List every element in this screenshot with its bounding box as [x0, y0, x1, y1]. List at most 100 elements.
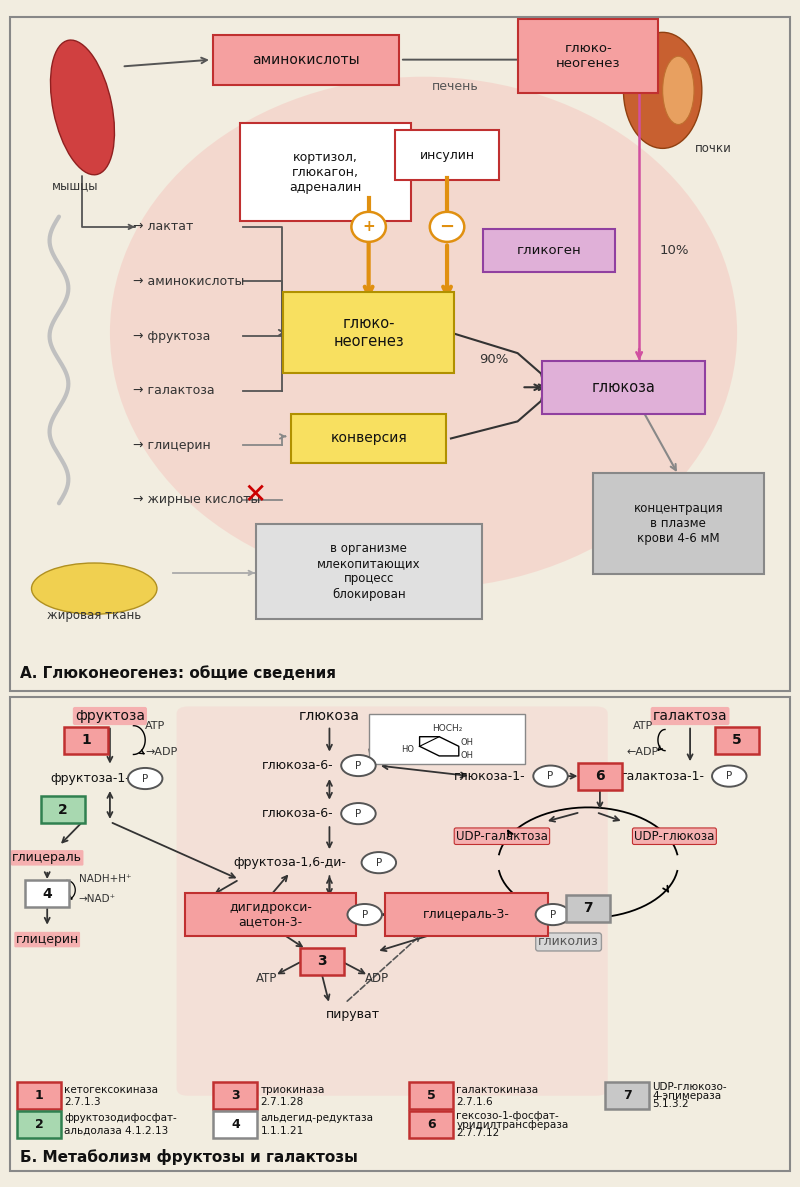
Circle shape: [351, 211, 386, 242]
Text: 4: 4: [231, 1118, 240, 1131]
Text: UDP-глюкозо-: UDP-глюкозо-: [653, 1083, 727, 1092]
Text: 2.7.1.28: 2.7.1.28: [261, 1097, 304, 1107]
Text: 2.7.1.3: 2.7.1.3: [65, 1097, 101, 1107]
Text: 2: 2: [58, 802, 68, 817]
Text: печень: печень: [431, 81, 478, 94]
FancyBboxPatch shape: [410, 1111, 454, 1138]
Text: HOCH₂: HOCH₂: [432, 724, 462, 732]
Text: → лактат: → лактат: [134, 221, 194, 234]
Text: галактокиназа: галактокиназа: [457, 1085, 538, 1094]
Text: P: P: [550, 909, 556, 920]
Text: UDP-глюкоза: UDP-глюкоза: [634, 830, 714, 843]
Circle shape: [430, 211, 464, 242]
FancyBboxPatch shape: [65, 726, 108, 754]
Ellipse shape: [31, 563, 157, 614]
Text: в организме
млекопитающих
процесс
блокирован: в организме млекопитающих процесс блокир…: [317, 542, 421, 601]
Text: →ADP: →ADP: [146, 747, 178, 757]
Text: аминокислоты: аминокислоты: [252, 52, 360, 66]
FancyBboxPatch shape: [385, 893, 548, 937]
Circle shape: [128, 768, 162, 789]
Text: 4: 4: [42, 887, 52, 901]
Text: NADH+H⁺: NADH+H⁺: [78, 875, 131, 884]
Text: ←ADP: ←ADP: [627, 747, 659, 757]
Circle shape: [362, 852, 396, 874]
Text: глюкоза-6-: глюкоза-6-: [262, 807, 334, 820]
Circle shape: [347, 904, 382, 925]
Text: 3: 3: [231, 1090, 240, 1103]
Text: HO: HO: [402, 745, 414, 754]
Text: → галактоза: → галактоза: [134, 385, 215, 398]
Text: 4-эпимераза: 4-эпимераза: [653, 1091, 722, 1100]
Text: галактоза-1-: галактоза-1-: [621, 769, 705, 782]
Text: −: −: [439, 218, 454, 236]
Ellipse shape: [50, 40, 114, 174]
Text: гликолиз: гликолиз: [538, 935, 599, 948]
Text: → аминокислоты: → аминокислоты: [134, 275, 245, 288]
Text: альдегид-редуктаза: альдегид-редуктаза: [261, 1113, 374, 1123]
Text: триокиназа: триокиназа: [261, 1085, 325, 1094]
Text: галактоза: галактоза: [653, 709, 727, 723]
Circle shape: [534, 766, 568, 787]
Text: кетогексокиназа: кетогексокиназа: [65, 1085, 158, 1094]
Text: дигидрокси-
ацетон-3-: дигидрокси- ацетон-3-: [230, 901, 312, 928]
Text: 2: 2: [35, 1118, 44, 1131]
Text: уридилтрансфераза: уридилтрансфераза: [457, 1119, 569, 1130]
FancyBboxPatch shape: [214, 1083, 258, 1110]
Text: OH: OH: [460, 751, 473, 761]
Text: 3: 3: [317, 954, 326, 969]
FancyBboxPatch shape: [185, 893, 356, 937]
Text: → глицерин: → глицерин: [134, 439, 211, 452]
Text: 2.7.7.12: 2.7.7.12: [457, 1129, 500, 1138]
Text: → жирные кислоты: → жирные кислоты: [134, 494, 261, 507]
Text: ATP: ATP: [633, 721, 653, 731]
Text: глицераль-3-: глицераль-3-: [423, 908, 510, 921]
FancyBboxPatch shape: [300, 947, 343, 975]
Text: 6: 6: [427, 1118, 436, 1131]
Text: глюкоза-6-: глюкоза-6-: [262, 758, 334, 772]
FancyBboxPatch shape: [240, 123, 411, 221]
Ellipse shape: [662, 56, 694, 125]
Ellipse shape: [623, 32, 702, 148]
Text: Б. Метаболизм фруктозы и галактозы: Б. Метаболизм фруктозы и галактозы: [20, 1149, 358, 1164]
FancyBboxPatch shape: [395, 131, 499, 180]
Text: P: P: [726, 772, 733, 781]
Text: пируват: пируват: [326, 1008, 380, 1021]
Ellipse shape: [110, 77, 737, 589]
Text: UDP-галактоза: UDP-галактоза: [456, 830, 548, 843]
Text: →NAD⁺: →NAD⁺: [78, 894, 116, 903]
Circle shape: [341, 804, 376, 824]
Text: P: P: [547, 772, 554, 781]
FancyBboxPatch shape: [18, 1083, 62, 1110]
Text: концентрация
в плазме
крови 4-6 мМ: концентрация в плазме крови 4-6 мМ: [634, 502, 723, 545]
Text: +: +: [362, 220, 375, 234]
Text: ATP: ATP: [146, 721, 166, 731]
Text: глюкоза-1-: глюкоза-1-: [454, 769, 526, 782]
Circle shape: [536, 904, 570, 925]
FancyBboxPatch shape: [18, 1111, 62, 1138]
Text: 5: 5: [427, 1090, 436, 1103]
Text: 7: 7: [583, 901, 593, 915]
Circle shape: [341, 755, 376, 776]
Text: глицерин: глицерин: [15, 933, 79, 946]
Text: → фруктоза: → фруктоза: [134, 330, 211, 343]
Text: OH: OH: [460, 738, 473, 747]
FancyBboxPatch shape: [177, 706, 608, 1096]
Text: инсулин: инсулин: [419, 148, 474, 161]
Text: почки: почки: [695, 142, 732, 154]
Text: конверсия: конверсия: [330, 431, 407, 445]
Text: глюкоза: глюкоза: [591, 380, 655, 395]
Text: ✕: ✕: [243, 481, 266, 509]
Text: P: P: [355, 761, 362, 770]
Text: мышцы: мышцы: [51, 179, 98, 192]
FancyBboxPatch shape: [26, 881, 69, 907]
FancyBboxPatch shape: [291, 413, 446, 463]
Text: гексозо-1-фосфат-: гексозо-1-фосфат-: [457, 1111, 559, 1121]
Text: кортизол,
глюкагон,
адреналин: кортизол, глюкагон, адреналин: [290, 151, 362, 193]
FancyBboxPatch shape: [410, 1083, 454, 1110]
Text: фруктоза: фруктоза: [75, 709, 145, 723]
Text: глюко-
неогенез: глюко- неогенез: [556, 43, 621, 70]
Text: глюко-
неогенез: глюко- неогенез: [334, 317, 404, 349]
Text: жировая ткань: жировая ткань: [47, 609, 142, 622]
Text: фруктоза-1,6-ди-: фруктоза-1,6-ди-: [234, 856, 346, 869]
FancyBboxPatch shape: [715, 726, 759, 754]
